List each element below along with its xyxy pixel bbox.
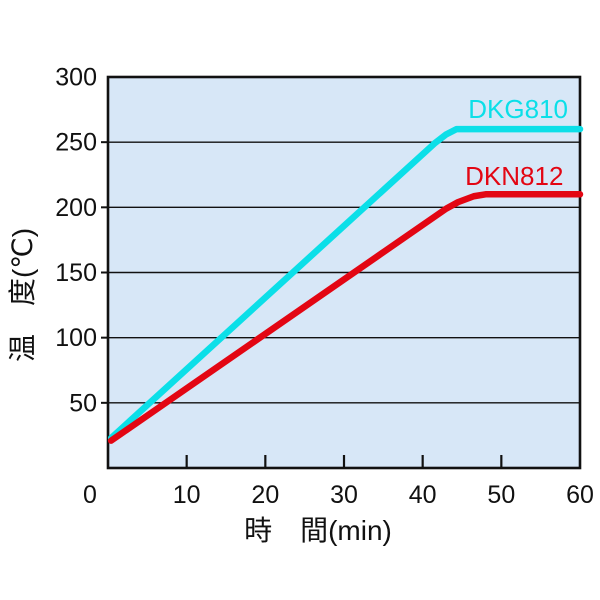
x-axis-title: 時 間(min) — [244, 515, 392, 546]
y-tick-label-100: 100 — [55, 324, 97, 352]
x-tick-label-10: 10 — [173, 481, 201, 509]
series-label-DKN812: DKN812 — [465, 161, 563, 191]
y-tick-label-150: 150 — [55, 259, 97, 287]
x-tick-label-60: 60 — [566, 481, 594, 509]
x-tick-label-30: 30 — [330, 481, 358, 509]
series-line-DKG810 — [107, 125, 584, 442]
plot-border — [106, 75, 582, 470]
x-tick-label-0: 0 — [83, 481, 97, 509]
y-tick-label-300: 300 — [55, 64, 97, 92]
y-tick-label-200: 200 — [55, 194, 97, 222]
series-line-DKN812 — [107, 191, 584, 444]
x-tick-label-20: 20 — [251, 481, 279, 509]
y-tick-label-50: 50 — [69, 389, 97, 417]
x-tick-label-50: 50 — [487, 481, 515, 509]
y-axis-title: 温 度(℃) — [7, 228, 38, 362]
x-tick-label-40: 40 — [409, 481, 437, 509]
y-tick-label-250: 250 — [55, 129, 97, 157]
series-label-DKG810: DKG810 — [468, 94, 568, 124]
